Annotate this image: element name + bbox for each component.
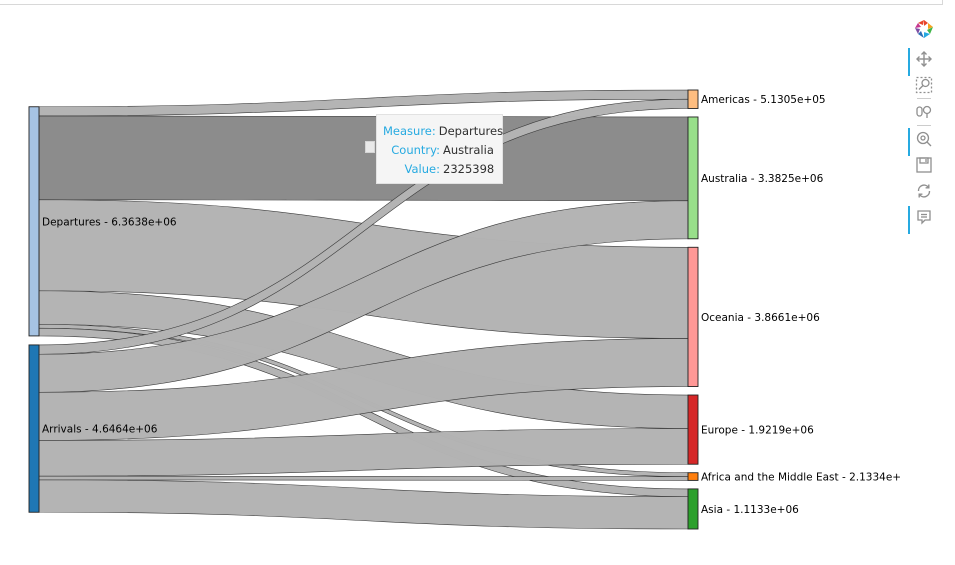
node-label-americas: Americas - 5.1305e+05 [701,94,826,106]
flow-departures-to-australia[interactable] [38,115,689,202]
sankey-nodes [28,89,699,530]
sankey-links [38,89,689,530]
tooltip-row-country: Country: Australia [383,141,496,160]
tooltip-pointer [365,141,375,153]
tooltip-measure-key: Measure: [383,124,436,138]
node-australia[interactable] [687,116,699,240]
node-label-oceania: Oceania - 3.8661e+06 [701,312,820,324]
node-americas[interactable] [687,89,699,109]
toolbar-separator [917,125,931,126]
hover-tooltip: Measure: Departures Country: Australia V… [376,114,503,184]
save-icon[interactable] [906,152,942,178]
tooltip-row-value: Value: 2325398 [383,160,496,179]
sankey-chart[interactable]: Departures - 6.3638e+06 Arrivals - 4.6464… [0,0,900,565]
node-label-departures: Departures - 6.3638e+06 [42,216,177,228]
node-arrivals[interactable] [28,344,40,513]
pan-icon[interactable] [906,46,942,76]
node-label-australia: Australia - 3.3825e+06 [701,173,824,185]
node-label-arrivals: Arrivals - 4.6464e+06 [42,424,158,436]
toolbar-separator [917,98,931,99]
node-label-africa-and-the-middle-east: Africa and the Middle East - 2.1334e+05 [701,472,900,484]
reset-icon[interactable] [906,178,942,204]
node-label-europe: Europe - 1.9219e+06 [701,425,814,437]
node-asia[interactable] [687,488,699,530]
node-label-asia: Asia - 1.1133e+06 [701,504,799,516]
tooltip-country-key: Country: [391,143,440,157]
tooltip-row-measure: Measure: Departures [383,122,503,141]
node-departures[interactable] [28,106,40,337]
tooltip-measure-value: Departures [438,124,504,138]
tap-icon[interactable] [906,126,942,156]
plot-toolbar [906,16,942,234]
node-oceania[interactable] [687,246,699,387]
tooltip-country-value: Australia [443,143,494,157]
node-africa-and-the-middle-east[interactable] [687,472,699,481]
flow-arrivals-to-africa-and-the-middle-east[interactable] [38,475,689,481]
node-europe[interactable] [687,394,699,465]
box-zoom-icon[interactable] [906,72,942,98]
bokeh-logo-icon[interactable] [906,16,942,42]
top-border [0,0,943,5]
hover-icon[interactable] [906,204,942,234]
tooltip-value-key: Value: [404,162,440,176]
wheel-zoom-icon[interactable] [906,99,942,125]
sankey-labels: Departures - 6.3638e+06 Arrivals - 4.6464… [42,94,900,516]
tooltip-value-value: 2325398 [443,162,495,176]
